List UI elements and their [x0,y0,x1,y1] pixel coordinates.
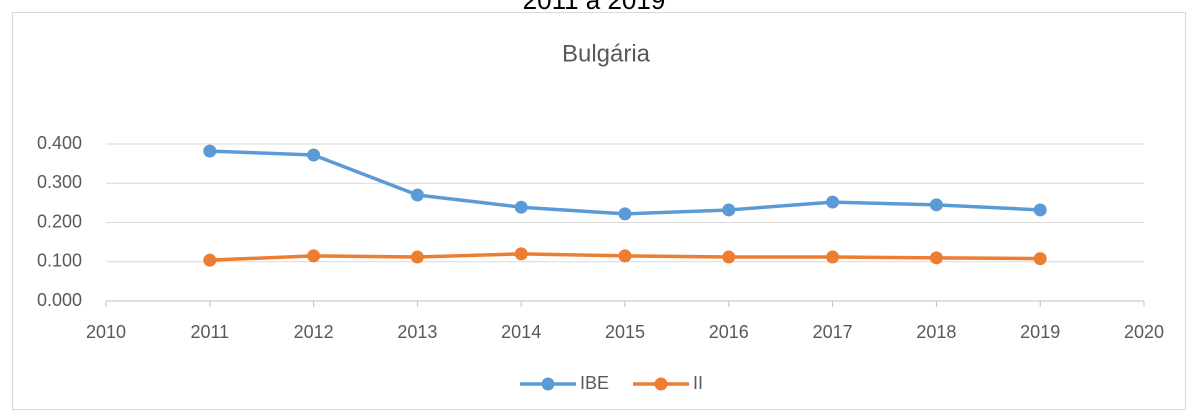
x-tick-label: 2015 [605,322,645,342]
x-tick-label: 2017 [813,322,853,342]
data-point [1033,252,1047,266]
legend-label: II [693,373,703,393]
x-tick-label: 2012 [294,322,334,342]
y-tick-label: 0.000 [37,290,82,310]
y-tick-label: 0.100 [37,251,82,271]
data-point [1033,203,1047,217]
data-point [410,188,424,202]
page-heading: 2011 a 2019 [523,0,666,15]
data-point [722,203,736,217]
data-point [618,249,632,263]
chart-title: Bulgária [562,40,651,67]
y-tick-label: 0.400 [37,133,82,153]
x-tick-label: 2019 [1020,322,1060,342]
y-tick-label: 0.200 [37,211,82,231]
x-tick-label: 2016 [709,322,749,342]
legend-label: IBE [580,373,609,393]
x-tick-label: 2010 [86,322,126,342]
x-tick-label: 2014 [501,322,541,342]
x-tick-label: 2020 [1124,322,1164,342]
data-point [514,200,528,214]
y-tick-label: 0.300 [37,172,82,192]
data-point [307,148,321,162]
data-point [307,249,321,263]
data-point [514,247,528,261]
data-point [929,198,943,212]
data-point [203,144,217,158]
data-point [722,250,736,264]
data-point [618,207,632,221]
data-point [410,250,424,264]
chart-border [12,12,1186,410]
x-tick-label: 2013 [397,322,437,342]
data-point [826,250,840,264]
legend-marker [541,377,555,391]
legend-marker [654,377,668,391]
x-tick-label: 2011 [190,322,229,342]
x-tick-label: 2018 [916,322,956,342]
data-point [929,251,943,265]
data-point [203,253,217,267]
series-line [209,149,1041,216]
data-point [826,195,840,209]
